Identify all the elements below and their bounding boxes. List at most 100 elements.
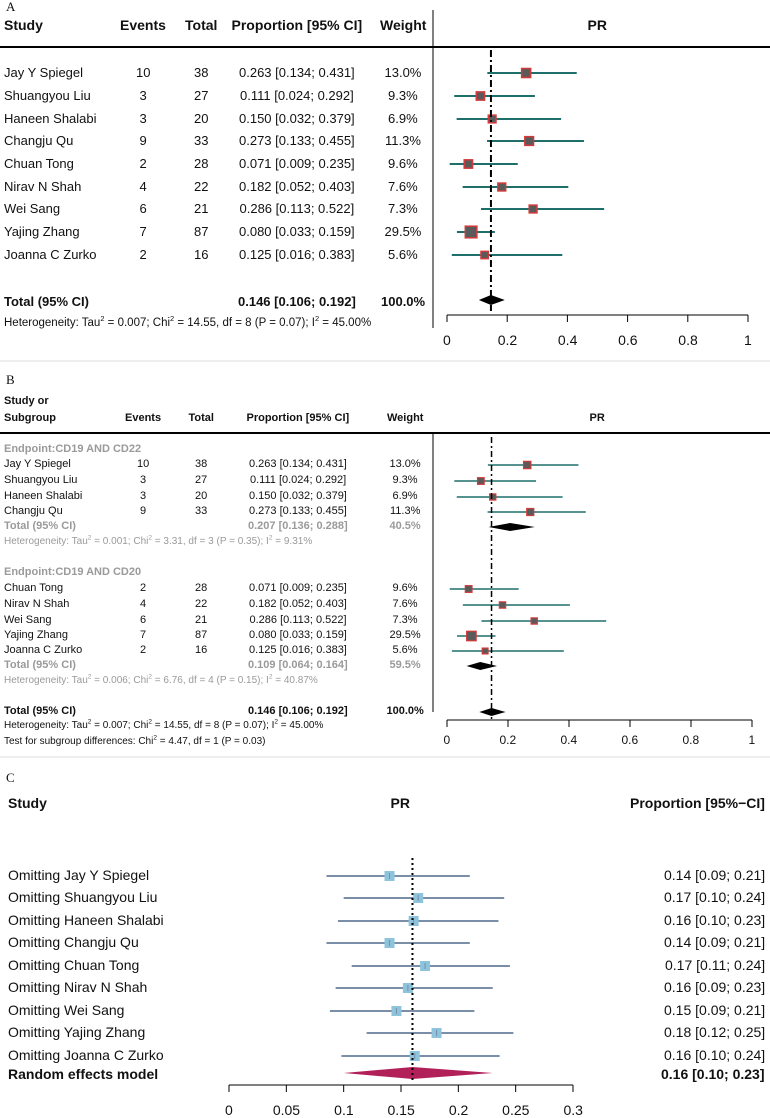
study-ci: 0.273 [0.133; 0.455] [249, 505, 347, 517]
study-ci: 0.150 [0.032; 0.379] [249, 490, 347, 502]
panel-c-tick-label: 0.15 [387, 1102, 415, 1118]
col-header-total: Total [188, 412, 214, 424]
heterogeneity-part: = 45.00% [278, 720, 324, 731]
panel-a-tick-label: 0 [443, 332, 451, 348]
col-header-ci: Proportion [95% CI] [231, 17, 363, 33]
point-estimate-box [520, 67, 532, 79]
superscript: 2 [268, 673, 273, 681]
study-weight: 9.6% [388, 156, 418, 171]
study-events: 3 [139, 111, 147, 126]
study-name: Omitting Jay Y Spiegel [8, 867, 150, 883]
study-total: 20 [194, 111, 209, 126]
study-weight: 7.6% [388, 179, 418, 194]
study-total: 87 [195, 629, 208, 641]
study-events: 3 [139, 88, 147, 103]
study-ci: 0.16 [0.09; 0.23] [664, 979, 766, 995]
study-ci: 0.18 [0.12; 0.25] [664, 1024, 766, 1040]
study-total: 22 [194, 179, 209, 194]
point-estimate-box [480, 250, 490, 260]
superscript: 2 [170, 314, 175, 324]
study-events: 2 [140, 644, 147, 656]
study-name: Omitting Joanna C Zurko [8, 1047, 164, 1063]
superscript: 2 [87, 718, 92, 726]
col-header-total: Total [185, 17, 218, 33]
col-header-study: Study [4, 17, 43, 33]
study-total: 16 [195, 644, 208, 656]
study-total: 38 [194, 65, 209, 80]
point-estimate-box [463, 159, 474, 169]
superscript: 2 [153, 734, 157, 742]
point-estimate-box [464, 225, 478, 239]
study-ci: 0.182 [0.052; 0.403] [249, 598, 347, 610]
total-weight: 100.0% [381, 294, 426, 309]
col-header-pr: PR [589, 412, 605, 424]
col-header-pr: PR [390, 795, 410, 811]
heterogeneity-part: = 14.55, df = 8 (P = 0.07); I [174, 317, 315, 329]
panel-c-tick-label: 0.25 [502, 1102, 530, 1118]
subgroup-title: Endpoint:CD19 AND CD22 [4, 443, 142, 455]
study-total: 33 [194, 133, 209, 148]
point-estimate-box [522, 460, 532, 470]
superscript: 2 [100, 314, 105, 324]
study-name: Shuangyou Liu [4, 88, 91, 103]
study-weight: 7.3% [388, 201, 418, 216]
panel-a-tick-label: 0.6 [618, 332, 638, 348]
subgroup-total-label: Total (95% CI) [4, 520, 76, 532]
panel-b-tick-label: 0.4 [560, 733, 578, 747]
superscript: 2 [148, 673, 152, 681]
panel-c-tick-label: 0.3 [563, 1102, 583, 1118]
study-weight: 9.3% [392, 474, 418, 486]
study-events: 10 [137, 458, 150, 470]
col-header-ci: Proportion [95% CI] [246, 412, 350, 424]
heterogeneity-part: = 40.87% [272, 675, 318, 686]
study-total: 27 [194, 88, 209, 103]
study-total: 20 [195, 490, 208, 502]
total-label: Random effects model [8, 1066, 159, 1082]
panel-a-tick-label: 0.8 [678, 332, 698, 348]
study-name: Jay Y Spiegel [4, 65, 84, 80]
heterogeneity-part: Heterogeneity: Tau [4, 536, 88, 547]
subgroup-heterogeneity-text: Heterogeneity: Tau2 = 0.006; Chi2 = 6.76… [4, 673, 318, 686]
study-weight: 5.6% [388, 247, 418, 262]
subgroup-total-weight: 40.5% [389, 520, 421, 532]
study-events: 9 [140, 505, 147, 517]
heterogeneity-part: = 0.006; Chi [91, 675, 149, 686]
total-ci: 0.146 [0.106; 0.192] [238, 294, 356, 309]
panel-b-tick-label: 0 [443, 733, 451, 747]
study-ci: 0.273 [0.133; 0.455] [239, 133, 355, 148]
subgroup-diamond [466, 662, 498, 670]
point-estimate-box [481, 647, 489, 655]
study-total: 21 [194, 201, 209, 216]
subgroup-total-ci: 0.109 [0.064; 0.164] [248, 659, 348, 671]
superscript: 2 [87, 673, 92, 681]
study-name: Shuangyou Liu [4, 474, 78, 486]
study-ci: 0.080 [0.033; 0.159] [249, 629, 347, 641]
heterogeneity-part: = 3.31, df = 3 (P = 0.35); I [152, 536, 269, 547]
study-name: Nirav N Shah [4, 598, 70, 610]
col-header-events: Events [125, 412, 162, 424]
panel-c-tick-label: 0.1 [334, 1102, 354, 1118]
panel-b-tick-label: 0.6 [621, 733, 639, 747]
study-ci: 0.15 [0.09; 0.21] [664, 1002, 766, 1018]
study-ci: 0.17 [0.10; 0.24] [664, 889, 766, 905]
subgroup-total-label: Total (95% CI) [4, 659, 76, 671]
heterogeneity-part: = 4.47, df = 1 (P = 0.03) [156, 736, 266, 747]
pooled-diamond [343, 1067, 493, 1079]
study-ci: 0.16 [0.10; 0.24] [664, 1047, 766, 1063]
heterogeneity-part: Test for subgroup differences: Chi [4, 736, 154, 747]
col-header-pr: PR [587, 17, 607, 33]
study-name: Omitting Wei Sang [8, 1002, 125, 1018]
study-name: Omitting Shuangyou Liu [8, 889, 158, 905]
study-weight: 6.9% [392, 490, 418, 502]
study-ci: 0.182 [0.052; 0.403] [239, 179, 355, 194]
study-total: 87 [194, 224, 209, 239]
study-events: 2 [139, 156, 147, 171]
point-estimate-box [476, 477, 485, 485]
heterogeneity-part: = 9.31% [272, 536, 313, 547]
study-total: 28 [194, 156, 209, 171]
study-total: 28 [195, 582, 208, 594]
panel-a-tick-label: 1 [744, 332, 752, 348]
study-events: 9 [139, 133, 147, 148]
col-header-weight: Weight [387, 412, 424, 424]
